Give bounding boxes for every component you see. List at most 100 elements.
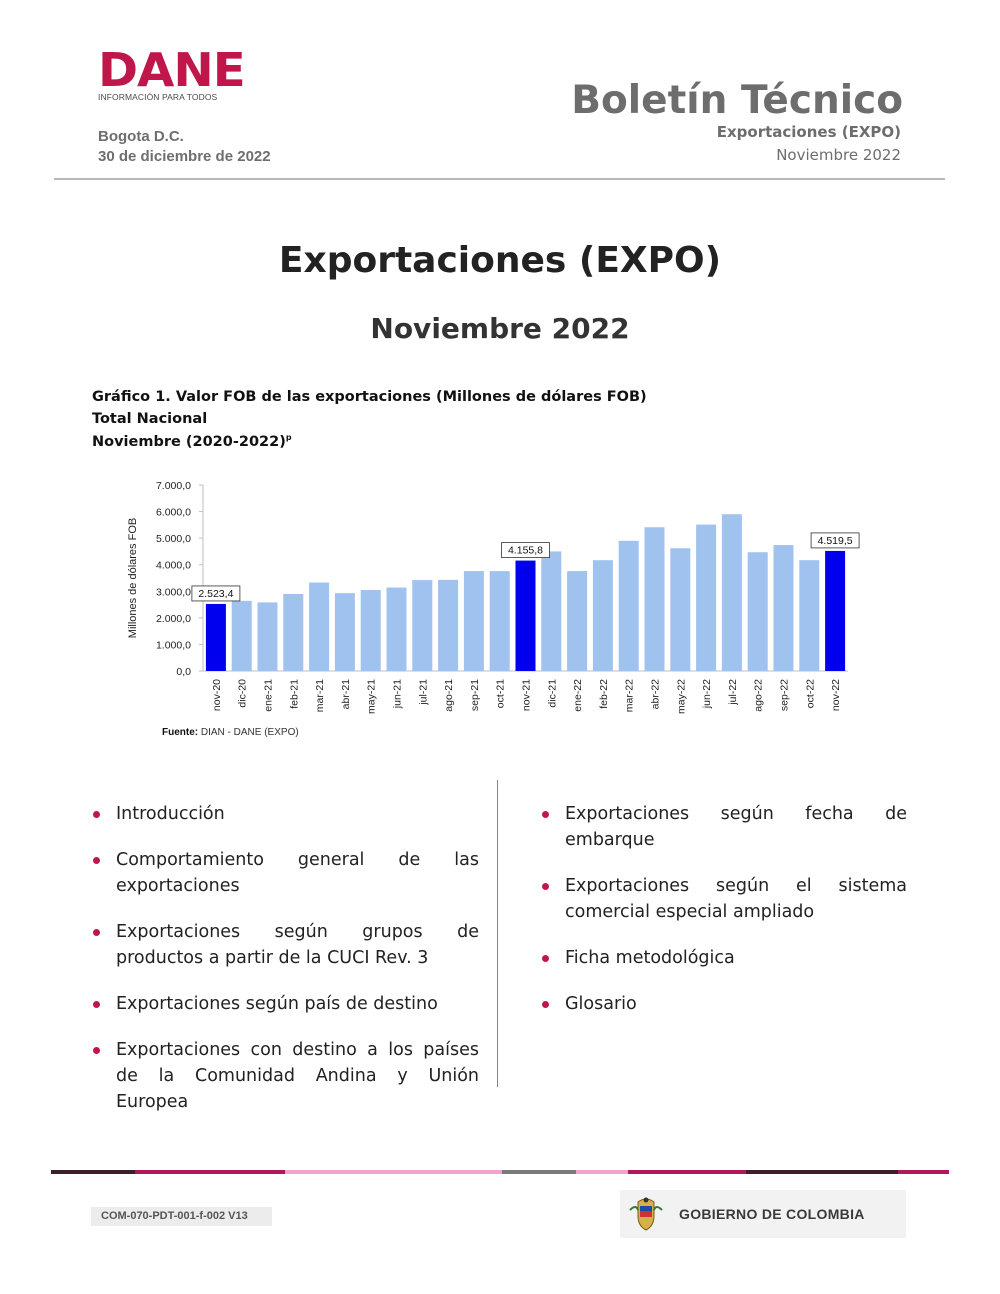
contents-item: Exportaciones según fecha de embarque (541, 801, 907, 853)
bulletin-period: Noviembre 2022 (776, 146, 901, 164)
header-divider (54, 178, 945, 180)
footer-bar-segment (135, 1170, 285, 1174)
footer-color-bar (51, 1170, 949, 1174)
form-code: COM-070-PDT-001-f-002 V13 (91, 1207, 272, 1226)
contents-list-left: Introducción Comportamiento general de la… (92, 801, 479, 1135)
x-tick-label: jun-21 (392, 679, 404, 709)
y-tick-label: 3.000,0 (156, 586, 191, 598)
chart-bar (438, 579, 459, 671)
gov-banner: GOBIERNO DE COLOMBIA (620, 1190, 906, 1238)
contents-item: Introducción (92, 801, 479, 827)
chart-bar (205, 603, 226, 671)
chart-bar (489, 571, 510, 671)
chart-bar (696, 524, 717, 671)
chart-bar (825, 550, 846, 671)
bulletin-title: Boletín Técnico (571, 78, 903, 123)
data-label-box (501, 542, 550, 558)
x-tick-label: abr-22 (650, 679, 662, 710)
x-tick-label: dic-21 (546, 679, 558, 708)
x-tick-label: ago-21 (443, 679, 455, 712)
chart-bar (515, 560, 536, 671)
x-tick-label: feb-22 (598, 679, 610, 709)
chart-bar (799, 560, 820, 671)
coat-of-arms-icon (629, 1197, 663, 1231)
chart-bar (283, 593, 304, 671)
chart-bar (567, 571, 588, 671)
y-tick-label: 7.000,0 (156, 480, 191, 492)
y-tick-label: 1.000,0 (156, 639, 191, 651)
footer-bar-segment (898, 1170, 949, 1174)
contents-item: Exportaciones según país de destino (92, 991, 479, 1017)
x-tick-label: may-22 (675, 679, 687, 714)
contents-item: Comportamiento general de las exportacio… (92, 847, 479, 899)
data-label-box (810, 532, 860, 549)
chart-bar (618, 540, 639, 671)
logo-tagline: INFORMACIÓN PARA TODOS (98, 92, 218, 102)
footer-bar-segment (51, 1170, 135, 1174)
publication-date: 30 de diciembre de 2022 (98, 148, 271, 165)
footer-bar-segment (628, 1170, 746, 1174)
contents-item: Exportaciones según grupos de productos … (92, 919, 479, 971)
figure-period: Noviembre (2020-2022)p (92, 433, 292, 450)
figure-scope: Total Nacional (92, 411, 208, 427)
bulletin-subtitle: Exportaciones (EXPO) (716, 123, 901, 141)
chart-bar (309, 582, 330, 671)
chart-bar (463, 571, 484, 671)
contents-divider (497, 780, 498, 1087)
footer-bar-segment (502, 1170, 576, 1174)
y-tick-label: 6.000,0 (156, 507, 191, 519)
page-period: Noviembre 2022 (370, 312, 630, 345)
x-tick-label: oct-22 (804, 679, 816, 708)
x-tick-label: jun-22 (701, 679, 713, 709)
figure-period-sup: p (285, 433, 292, 442)
x-tick-label: jul-21 (417, 679, 429, 706)
chart-bar (360, 589, 381, 671)
data-label: 4.155,8 (508, 545, 543, 557)
x-tick-label: nov-21 (521, 679, 533, 711)
x-tick-label: jul-22 (727, 679, 739, 706)
footer-bar-segment (285, 1170, 502, 1174)
x-tick-label: feb-21 (288, 679, 300, 709)
data-label: 4.519,5 (818, 535, 853, 547)
y-tick-label: 0,0 (176, 666, 191, 678)
chart-bar (541, 551, 562, 671)
x-tick-label: abr-21 (340, 679, 352, 710)
chart-bar (773, 545, 794, 671)
chart-bar (670, 548, 691, 671)
contents-item: Ficha metodológica (541, 945, 907, 971)
chart-bar (644, 527, 665, 671)
chart-bar (231, 600, 252, 671)
chart-bar (721, 514, 742, 671)
contents-item: Exportaciones según el sistema comercial… (541, 873, 907, 925)
logo-word: DANE (98, 43, 246, 97)
contents-list-right: Exportaciones según fecha de embarque Exp… (541, 801, 907, 1037)
y-tick-label: 4.000,0 (156, 560, 191, 572)
x-tick-label: nov-20 (211, 679, 223, 711)
data-label: 2.523,4 (198, 588, 233, 600)
x-tick-label: mar-21 (314, 679, 326, 712)
x-tick-label: sep-22 (779, 679, 791, 711)
contents-item: Exportaciones con destino a los países d… (92, 1037, 479, 1115)
y-tick-label: 5.000,0 (156, 533, 191, 545)
x-tick-label: sep-21 (469, 679, 481, 711)
y-tick-label: 2.000,0 (156, 613, 191, 625)
y-axis-label: Millones de dólares FOB (127, 518, 139, 638)
contents-item: Glosario (541, 991, 907, 1017)
x-tick-label: nov-22 (830, 679, 842, 711)
source-text: DIAN - DANE (EXPO) (198, 727, 299, 738)
figure-caption: Gráfico 1. Valor FOB de las exportacione… (92, 389, 647, 405)
x-tick-label: mar-22 (624, 679, 636, 712)
exports-bar-chart: 0,0 1.000,0 2.000,0 3.000,0 4.000,0 5.000,0 6.… (127, 480, 860, 714)
footer-bar-segment (576, 1170, 628, 1174)
chart-bar (334, 593, 355, 671)
gov-label: GOBIERNO DE COLOMBIA (679, 1206, 865, 1222)
x-tick-label: oct-21 (495, 679, 507, 708)
chart-bar (747, 552, 768, 671)
x-tick-label: ago-22 (753, 679, 765, 712)
chart-source: Fuente: DIAN - DANE (EXPO) (162, 727, 299, 738)
footer-bar-segment (746, 1170, 898, 1174)
figure-period-text: Noviembre (2020-2022) (92, 433, 286, 450)
chart-bar (412, 580, 433, 671)
city: Bogota D.C. (98, 128, 184, 145)
data-label-box (191, 585, 241, 602)
